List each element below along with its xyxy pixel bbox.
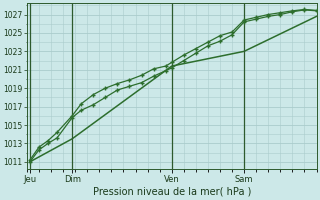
- X-axis label: Pression niveau de la mer( hPa ): Pression niveau de la mer( hPa ): [92, 187, 251, 197]
